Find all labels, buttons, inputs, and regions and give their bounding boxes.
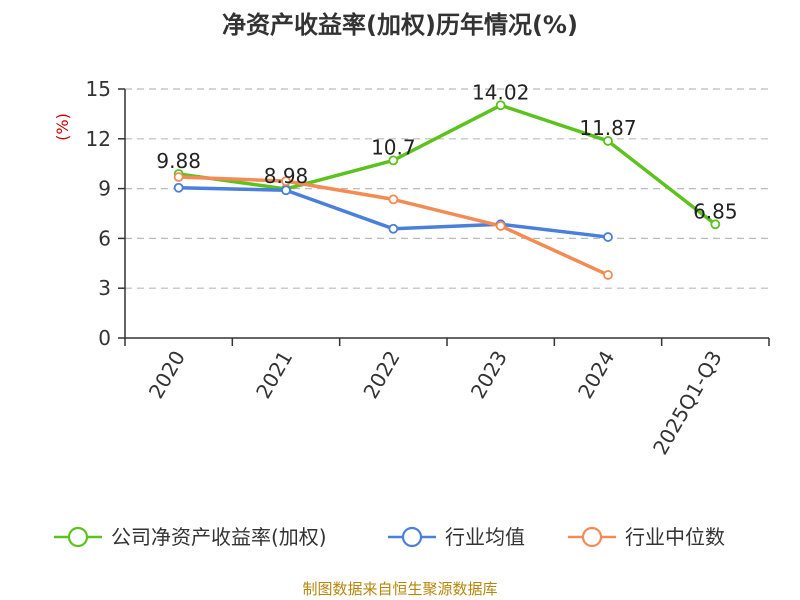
data-point [710,219,721,230]
y-tick-label: 3 [98,276,111,300]
series-layer [173,100,721,280]
data-point [388,223,399,234]
x-tick-label: 2024 [573,347,619,403]
legend-marker [581,526,603,548]
data-point [388,155,399,166]
x-tick-label: 2020 [144,347,190,403]
data-point [603,136,613,146]
y-tick-label: 15 [86,77,111,101]
data-point [173,182,184,193]
data-point [388,194,399,205]
series-line-0 [178,103,717,226]
data-point [281,176,291,187]
y-axis-label: (%) [53,113,72,141]
data-label: 11.87 [579,116,636,140]
data-point [603,232,613,242]
data-label: 9.88 [156,149,201,173]
x-tick-label: 2025Q1-Q3 [648,347,727,459]
data-point [603,270,613,280]
x-tick-label: 2023 [466,346,512,402]
source-note: 制图数据来自恒生聚源数据库 [302,580,497,598]
y-tick-label: 0 [98,326,111,350]
data-point [495,221,506,231]
x-tick-label: 2022 [358,347,404,403]
y-tick-label: 9 [98,177,111,201]
legend-marker [67,526,89,548]
data-label: 10.7 [371,135,416,159]
legend: 公司净资产收益率(加权) 行业均值 行业中位数 [54,525,725,549]
data-point [495,100,506,111]
y-tick-label: 6 [98,226,111,250]
data-label: 6.85 [693,199,738,223]
x-tick-label: 2021 [251,347,297,403]
axis-layer: 0 3 6 9 12 15 2020 2021 2022 2023 2024 2025Q1-Q3 [86,77,770,459]
data-label-layer: 9.88 8.98 10.7 14.02 11.87 6.85 [156,80,737,223]
legend-label: 公司净资产收益率(加权) [111,525,327,549]
data-label: 8.98 [264,164,309,188]
data-point [281,185,291,196]
data-label: 14.02 [472,80,529,104]
y-tick-label: 12 [86,127,111,151]
chart-title: 净资产收益率(加权)历年情况(%) [222,11,578,39]
legend-label: 行业中位数 [625,525,725,549]
legend-marker [401,526,423,548]
data-point [173,172,184,182]
legend-label: 行业均值 [445,525,525,549]
